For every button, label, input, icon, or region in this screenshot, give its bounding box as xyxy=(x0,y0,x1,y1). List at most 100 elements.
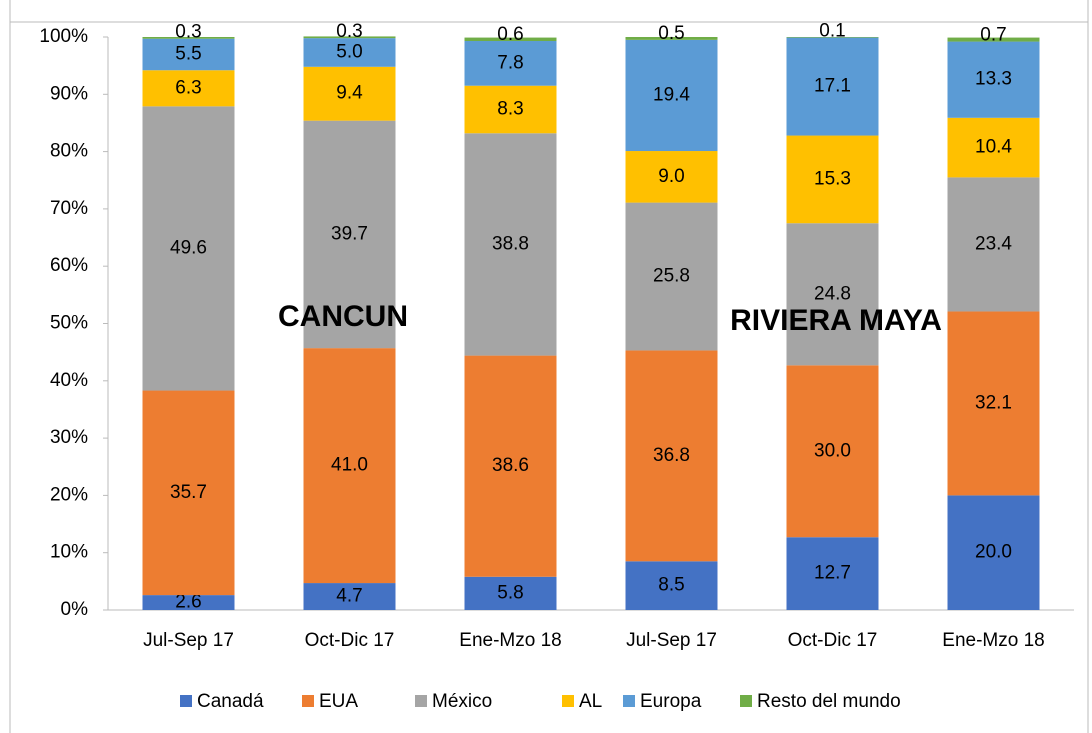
data-label: 5.5 xyxy=(175,43,201,64)
data-label: 8.3 xyxy=(497,99,523,120)
legend-label: Canadá xyxy=(197,691,264,712)
bar-segment xyxy=(625,202,718,351)
data-label: 25.8 xyxy=(653,266,690,287)
data-label: 36.8 xyxy=(653,445,690,466)
data-label: 4.7 xyxy=(336,586,362,607)
data-label: 10.4 xyxy=(975,137,1012,158)
data-label: 17.1 xyxy=(814,76,851,97)
x-tick-label: Oct-Dic 17 xyxy=(788,630,878,651)
y-tick-label: 100% xyxy=(39,26,88,47)
data-label: 38.8 xyxy=(492,233,529,254)
data-label: 30.0 xyxy=(814,440,851,461)
data-label: 0.5 xyxy=(658,23,684,44)
data-label: 35.7 xyxy=(170,482,207,503)
y-tick-label: 10% xyxy=(50,542,88,563)
bar-segment xyxy=(303,36,396,39)
bar-segment xyxy=(464,133,557,356)
bar-segment xyxy=(786,223,879,366)
bar-segment xyxy=(625,350,718,562)
bar-segment xyxy=(625,39,718,152)
legend-swatch xyxy=(415,695,427,707)
data-label: 12.7 xyxy=(814,563,851,584)
data-label: 6.3 xyxy=(175,77,201,98)
bar-segment xyxy=(947,311,1040,496)
legend-swatch xyxy=(562,695,574,707)
y-tick-label: 90% xyxy=(50,83,88,104)
data-label: 0.3 xyxy=(175,22,201,43)
legend-label: Resto del mundo xyxy=(757,691,901,712)
legend-swatch xyxy=(740,695,752,707)
data-label: 0.1 xyxy=(819,21,845,42)
bar-segment xyxy=(947,117,1040,178)
bar-segment xyxy=(625,561,718,610)
data-label: 9.4 xyxy=(336,83,363,104)
bar-segment xyxy=(142,70,235,107)
data-label: 19.4 xyxy=(653,84,690,105)
data-label: 0.3 xyxy=(336,21,362,42)
data-label: 8.5 xyxy=(658,575,684,596)
y-tick-label: 40% xyxy=(50,370,88,391)
bar-segment xyxy=(947,177,1040,312)
legend-label: AL xyxy=(579,691,602,712)
bar-segment xyxy=(786,135,879,224)
data-label: 38.6 xyxy=(492,455,529,476)
bar-segment xyxy=(947,495,1040,610)
legend-label: Europa xyxy=(640,691,702,712)
data-label: 2.6 xyxy=(175,592,201,613)
bar-segment xyxy=(464,355,557,577)
bar-segment xyxy=(625,37,718,40)
legend-label: México xyxy=(432,691,492,712)
data-label: 0.6 xyxy=(497,24,523,45)
bar-segment xyxy=(303,583,396,610)
bar-segment xyxy=(786,37,879,136)
bar-segment xyxy=(786,537,879,610)
data-label: 32.1 xyxy=(975,392,1012,413)
legend-swatch xyxy=(302,695,314,707)
bar-segment xyxy=(303,66,396,121)
y-tick-label: 30% xyxy=(50,427,88,448)
data-label: 13.3 xyxy=(975,69,1012,90)
data-label: 7.8 xyxy=(497,52,523,73)
bar-segment xyxy=(947,37,1040,42)
y-tick-label: 60% xyxy=(50,255,88,276)
data-label: 0.7 xyxy=(980,25,1006,46)
bar-segment xyxy=(142,106,235,391)
bar-segment xyxy=(142,595,235,610)
y-tick-label: 80% xyxy=(50,141,88,162)
data-label: 15.3 xyxy=(814,168,851,189)
bar-segment xyxy=(464,85,557,134)
bar-segment xyxy=(464,37,557,42)
data-label: 23.4 xyxy=(975,233,1012,254)
x-tick-label: Jul-Sep 17 xyxy=(143,630,234,651)
bar-segment xyxy=(303,348,396,584)
x-tick-label: Ene-Mzo 18 xyxy=(459,630,561,651)
x-tick-label: Ene-Mzo 18 xyxy=(942,630,1044,651)
annotation: RIVIERA MAYA xyxy=(730,304,942,337)
legend-swatch xyxy=(180,695,192,707)
annotation: CANCUN xyxy=(278,300,408,333)
data-label: 49.6 xyxy=(170,237,207,258)
bar-segment xyxy=(303,120,396,349)
bar-segment xyxy=(625,151,718,203)
data-label: 20.0 xyxy=(975,542,1012,563)
data-label: 39.7 xyxy=(331,223,368,244)
data-label: 5.0 xyxy=(336,41,362,62)
bar-segment xyxy=(786,37,879,38)
x-tick-label: Jul-Sep 17 xyxy=(626,630,717,651)
data-label: 5.8 xyxy=(497,582,523,603)
bar-segment xyxy=(142,37,235,39)
bar-segment xyxy=(464,41,557,86)
y-tick-label: 0% xyxy=(61,599,89,620)
bar-segment xyxy=(142,38,235,71)
bar-segment xyxy=(142,390,235,596)
data-label: 9.0 xyxy=(658,166,684,187)
legend-swatch xyxy=(623,695,635,707)
bar-segment xyxy=(303,38,396,67)
y-tick-label: 70% xyxy=(50,198,88,219)
data-label: 41.0 xyxy=(331,455,368,476)
legend-label: EUA xyxy=(319,691,358,712)
x-tick-label: Oct-Dic 17 xyxy=(305,630,395,651)
data-label: 24.8 xyxy=(814,283,851,304)
bar-segment xyxy=(786,365,879,538)
